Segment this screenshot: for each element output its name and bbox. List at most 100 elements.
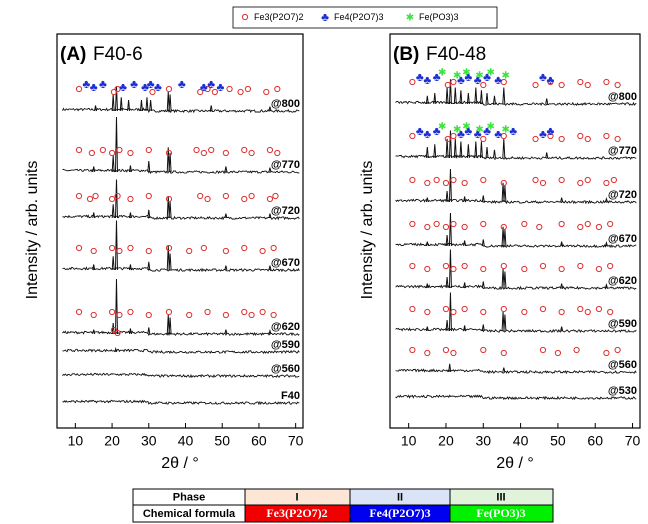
peak	[114, 220, 118, 271]
peak	[147, 327, 151, 335]
marker-circle	[108, 149, 116, 157]
legend-box	[232, 6, 498, 29]
trace-baseline	[395, 242, 637, 249]
marker-circle	[222, 149, 229, 157]
peak	[92, 212, 96, 219]
marker-circle	[539, 262, 547, 270]
peak	[145, 97, 149, 112]
marker-circle	[573, 346, 580, 354]
marker-circle	[450, 308, 457, 316]
peak	[485, 92, 489, 105]
series-label: @530	[608, 385, 637, 397]
marker-circle	[145, 192, 152, 200]
marker-circle	[603, 132, 610, 140]
peak	[224, 166, 228, 173]
peak	[502, 87, 506, 105]
peak	[463, 196, 467, 203]
marker-circle	[480, 308, 487, 316]
marker-asterisk: ✱	[406, 13, 414, 24]
trace-baseline	[62, 348, 300, 355]
series-label: @800	[608, 91, 637, 103]
series-label: @620	[271, 321, 300, 333]
marker-asterisk: ✱	[501, 125, 509, 136]
series-label: @560	[271, 363, 300, 375]
peak	[168, 317, 172, 335]
table-cell: Fe4(P2O7)3	[369, 506, 430, 520]
marker-circle	[75, 192, 83, 200]
marker-club: ♣	[216, 80, 224, 94]
peak	[481, 239, 485, 247]
marker-club: ♣	[207, 77, 215, 91]
marker-circle	[237, 88, 244, 96]
marker-circle	[480, 81, 487, 89]
marker-circle	[165, 149, 173, 157]
peak	[479, 90, 483, 105]
marker-circle	[595, 223, 603, 231]
marker-circle	[409, 132, 416, 140]
marker-circle	[244, 85, 252, 93]
peak	[445, 319, 449, 332]
peak	[604, 240, 608, 247]
marker-circle	[500, 349, 507, 357]
marker-circle	[197, 88, 204, 96]
marker-circle	[603, 179, 610, 187]
marker-circle	[186, 247, 193, 255]
marker-circle	[577, 78, 584, 86]
marker-circle	[500, 179, 507, 187]
peak	[485, 146, 489, 159]
peak	[501, 182, 505, 203]
table-header: Phase	[173, 491, 205, 503]
marker-circle	[108, 308, 116, 316]
marker-circle	[200, 244, 207, 252]
marker-circle	[108, 195, 116, 203]
peak	[111, 204, 115, 219]
peak	[466, 144, 470, 159]
peak	[168, 152, 172, 173]
peak	[448, 292, 452, 332]
peak	[147, 160, 151, 173]
marker-circle	[248, 192, 255, 200]
marker-circle	[186, 311, 193, 319]
peak	[139, 99, 143, 112]
x-tick-label: 70	[288, 433, 304, 449]
marker-asterisk: ✱	[453, 125, 461, 136]
marker-circle	[558, 81, 565, 89]
peak	[481, 324, 485, 332]
marker-circle	[409, 262, 416, 270]
marker-circle	[603, 78, 610, 86]
marker-circle	[532, 81, 539, 89]
marker-circle	[450, 220, 457, 228]
marker-circle	[114, 85, 121, 93]
marker-circle	[204, 85, 211, 93]
marker-circle	[424, 223, 431, 231]
marker-circle	[424, 349, 431, 357]
series-label: @620	[608, 275, 637, 287]
peak	[560, 197, 564, 203]
series-label: @670	[608, 233, 637, 245]
marker-circle	[442, 262, 450, 270]
marker-club: ♣	[464, 70, 472, 84]
marker-circle	[480, 176, 487, 184]
marker-circle	[75, 146, 83, 154]
peak	[503, 314, 507, 332]
marker-circle	[409, 346, 416, 354]
series-label: @770	[608, 145, 637, 157]
marker-circle	[584, 135, 591, 143]
peak	[92, 166, 96, 173]
marker-club: ♣	[200, 80, 208, 94]
legend-label: Fe(PO3)3	[419, 12, 459, 22]
peak	[448, 79, 452, 105]
peak	[545, 152, 549, 159]
table-cell-bg	[450, 505, 553, 522]
marker-club: ♣	[474, 73, 482, 87]
marker-club: ♣	[457, 73, 465, 87]
marker-circle	[145, 311, 152, 319]
marker-circle	[110, 88, 118, 96]
table-cell-bg	[350, 489, 450, 505]
marker-circle	[424, 308, 431, 316]
peak	[168, 253, 172, 271]
marker-asterisk: ✱	[438, 68, 446, 79]
peak	[445, 234, 449, 247]
peak	[474, 87, 478, 105]
peak	[503, 229, 507, 247]
